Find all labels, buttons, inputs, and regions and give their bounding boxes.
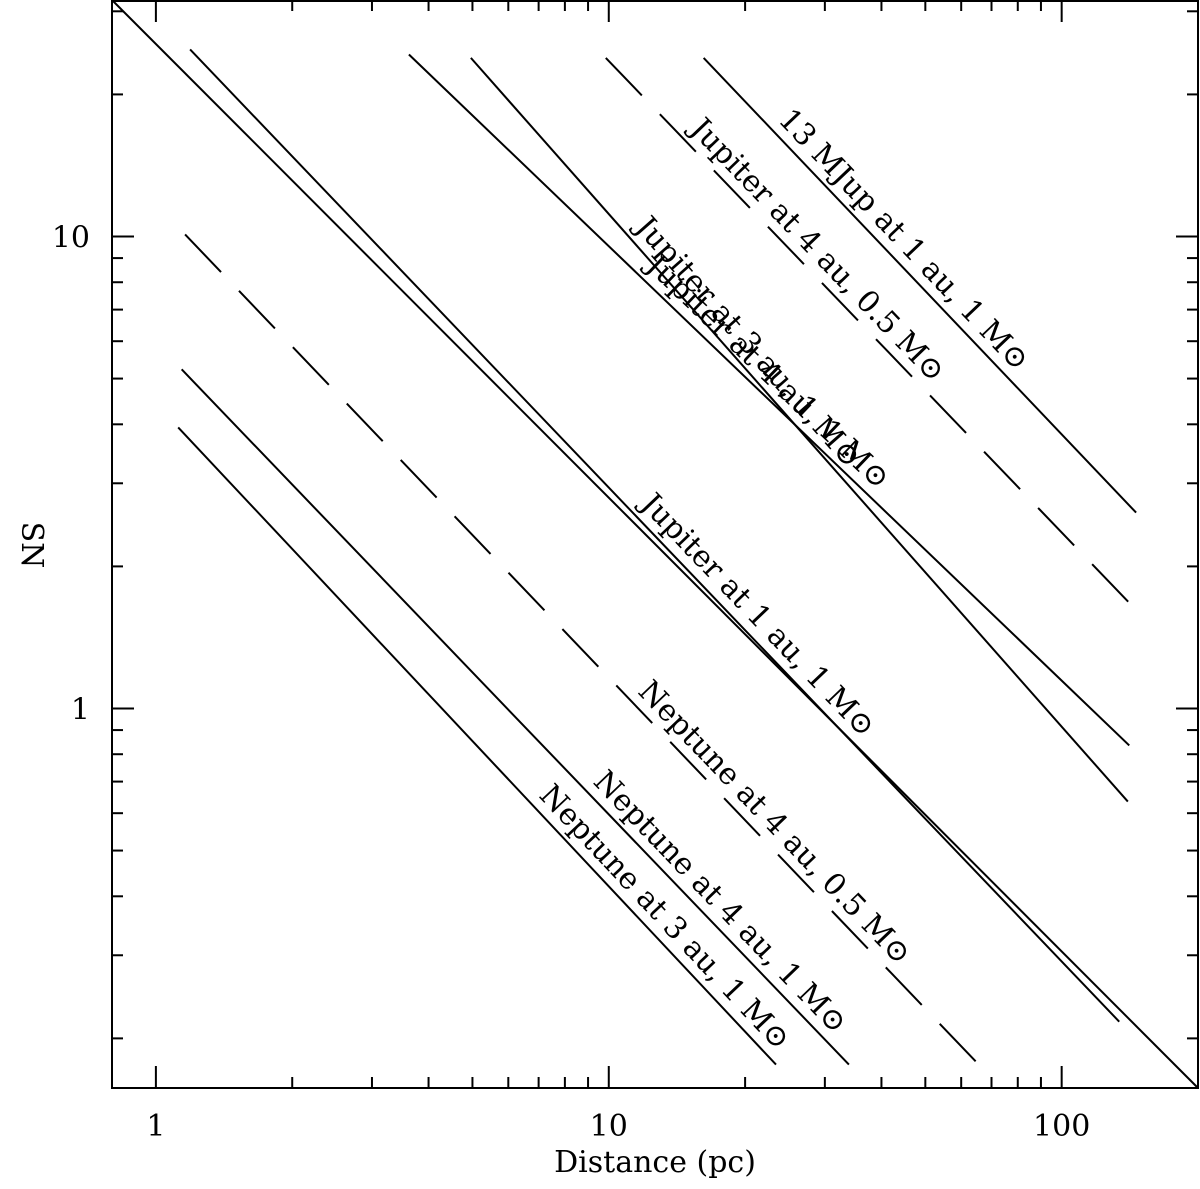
series-line	[189, 48, 1120, 1023]
series-line	[111, 0, 1199, 1089]
series-line	[408, 53, 1130, 747]
series-line	[184, 233, 980, 1066]
x-tick-label: 1	[146, 1109, 165, 1144]
plot-frame	[111, 0, 1199, 1089]
y-axis-title: SN	[14, 522, 49, 569]
series-line	[180, 368, 850, 1066]
x-tick-label: 10	[590, 1109, 628, 1144]
y-tick-label: 1	[71, 692, 90, 727]
series-line	[605, 57, 1135, 608]
series-line	[177, 426, 777, 1066]
x-axis-title: Distance (pc)	[554, 1145, 756, 1180]
series-line	[470, 57, 1129, 803]
x-tick-label: 100	[1033, 1109, 1090, 1144]
y-tick-label: 10	[52, 220, 90, 255]
series-line	[702, 57, 1137, 514]
